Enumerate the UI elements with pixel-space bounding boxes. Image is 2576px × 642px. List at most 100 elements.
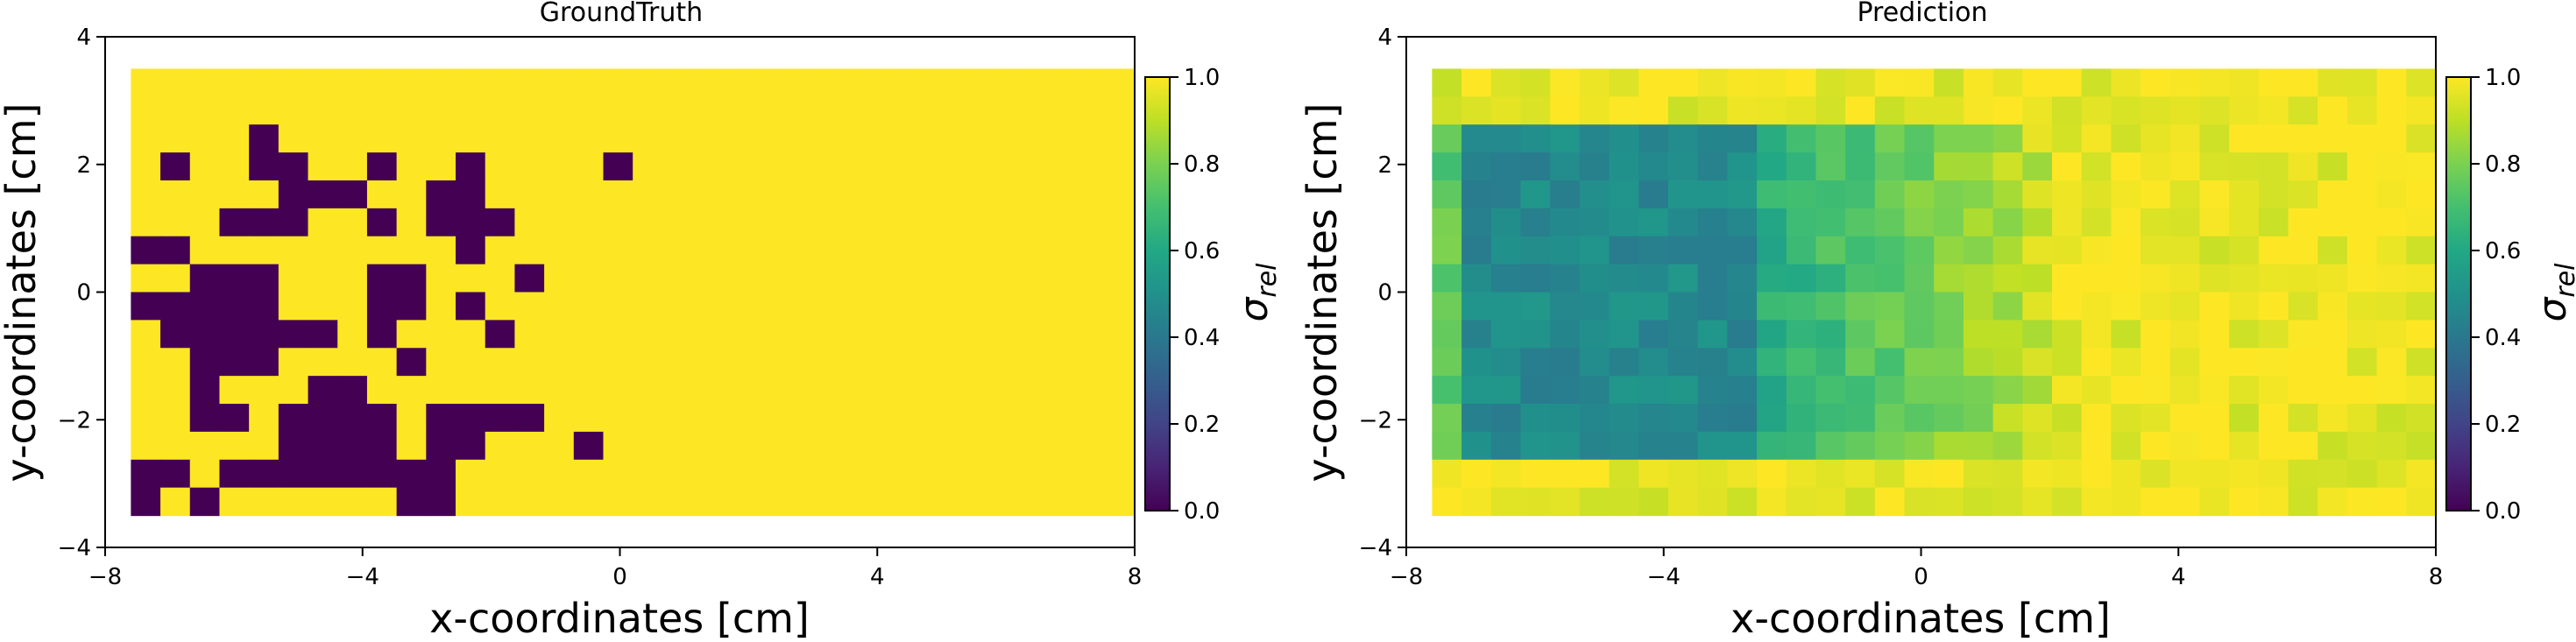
heatmap-cell [456, 348, 486, 377]
heatmap-cell [1786, 404, 1816, 433]
heatmap-cell [987, 152, 1017, 181]
heatmap-cell [603, 292, 633, 321]
heatmap-cell [898, 96, 929, 125]
heatmap-cell [633, 376, 663, 405]
x-tick-label: −4 [346, 564, 379, 590]
heatmap-cell [987, 320, 1017, 349]
heatmap-cell [1461, 208, 1492, 237]
heatmap-cell [1461, 152, 1492, 181]
heatmap-cell [189, 180, 221, 209]
heatmap-cell [1727, 320, 1758, 349]
heatmap-cell [396, 459, 427, 489]
heatmap-cell [249, 376, 280, 405]
heatmap-cell [1579, 487, 1610, 517]
heatmap-cell [1638, 96, 1669, 125]
heatmap-cell [1579, 236, 1610, 265]
heatmap-cell [308, 152, 338, 181]
heatmap-cell [278, 320, 309, 349]
heatmap-cell [987, 404, 1017, 433]
heatmap-cell [2346, 264, 2378, 293]
prediction-colorbar-label: σrel [2530, 263, 2576, 322]
heatmap-cell [2288, 431, 2318, 461]
heatmap-cell [514, 404, 545, 433]
heatmap-cell [2081, 320, 2112, 349]
heatmap-cell [485, 320, 515, 349]
heatmap-cell [898, 264, 929, 293]
heatmap-cell [1874, 208, 1906, 237]
heatmap-cell [2229, 459, 2260, 489]
heatmap-cell [2346, 348, 2378, 377]
heatmap-cell [2199, 376, 2230, 405]
heatmap-cell [1815, 348, 1846, 377]
heatmap-cell [366, 376, 398, 405]
heatmap-cell [839, 180, 870, 209]
heatmap-cell [249, 348, 280, 377]
heatmap-cell [219, 320, 250, 349]
heatmap-cell [160, 152, 191, 181]
heatmap-cell [1667, 348, 1699, 377]
heatmap-cell [780, 292, 810, 321]
heatmap-cell [2406, 404, 2437, 433]
heatmap-cell [780, 96, 810, 125]
heatmap-cell [1757, 124, 1787, 153]
heatmap-cell [1432, 96, 1462, 125]
heatmap-cell [485, 208, 515, 237]
heatmap-cell [691, 208, 722, 237]
heatmap-cell [1934, 236, 1964, 265]
heatmap-cell [485, 459, 515, 489]
heatmap-cell [633, 96, 663, 125]
heatmap-cell [1105, 348, 1136, 377]
heatmap-cell [898, 487, 929, 517]
heatmap-cell [426, 487, 456, 517]
heatmap-cell [1727, 152, 1758, 181]
heatmap-cell [2051, 292, 2083, 321]
heatmap-cell [1845, 404, 1876, 433]
heatmap-cell [868, 404, 900, 433]
heatmap-cell [1105, 236, 1136, 265]
heatmap-cell [1432, 236, 1462, 265]
heatmap-cell [2406, 431, 2437, 461]
heatmap-cell [721, 404, 752, 433]
heatmap-cell [1520, 208, 1551, 237]
heatmap-cell [1520, 431, 1551, 461]
heatmap-cell [2346, 96, 2378, 125]
heatmap-cell [426, 68, 456, 97]
heatmap-cell [189, 431, 221, 461]
heatmap-cell [2318, 487, 2348, 517]
heatmap-cell [691, 376, 722, 405]
heatmap-cell [1874, 487, 1906, 517]
y-tick-label: −2 [58, 407, 91, 434]
heatmap-cell [2406, 208, 2437, 237]
heatmap-cell [2288, 264, 2318, 293]
heatmap-cell [573, 404, 605, 433]
heatmap-cell [308, 292, 338, 321]
heatmap-cell [485, 124, 515, 153]
heatmap-cell [1105, 431, 1136, 461]
heatmap-cell [1432, 459, 1462, 489]
heatmap-cell [1845, 236, 1876, 265]
heatmap-cell [366, 348, 398, 377]
heatmap-cell [2376, 376, 2407, 405]
heatmap-cell [839, 348, 870, 377]
heatmap-cell [1016, 404, 1047, 433]
heatmap-cell [1874, 348, 1906, 377]
heatmap-cell [249, 292, 280, 321]
heatmap-cell [1874, 292, 1906, 321]
heatmap-cell [278, 404, 309, 433]
heatmap-cell [366, 431, 398, 461]
heatmap-cell [2081, 487, 2112, 517]
heatmap-cell [750, 348, 782, 377]
heatmap-cell [1638, 431, 1669, 461]
heatmap-cell [1609, 180, 1639, 209]
heatmap-cell [1963, 459, 1994, 489]
heatmap-cell [662, 208, 693, 237]
heatmap-cell [308, 208, 338, 237]
heatmap-cell [928, 152, 959, 181]
heatmap-cell [603, 152, 633, 181]
heatmap-cell [1904, 404, 1935, 433]
heatmap-cell [1727, 180, 1758, 209]
heatmap-cell [337, 68, 368, 97]
heatmap-cell [544, 208, 575, 237]
heatmap-cell [1075, 208, 1106, 237]
heatmap-cell [308, 180, 338, 209]
